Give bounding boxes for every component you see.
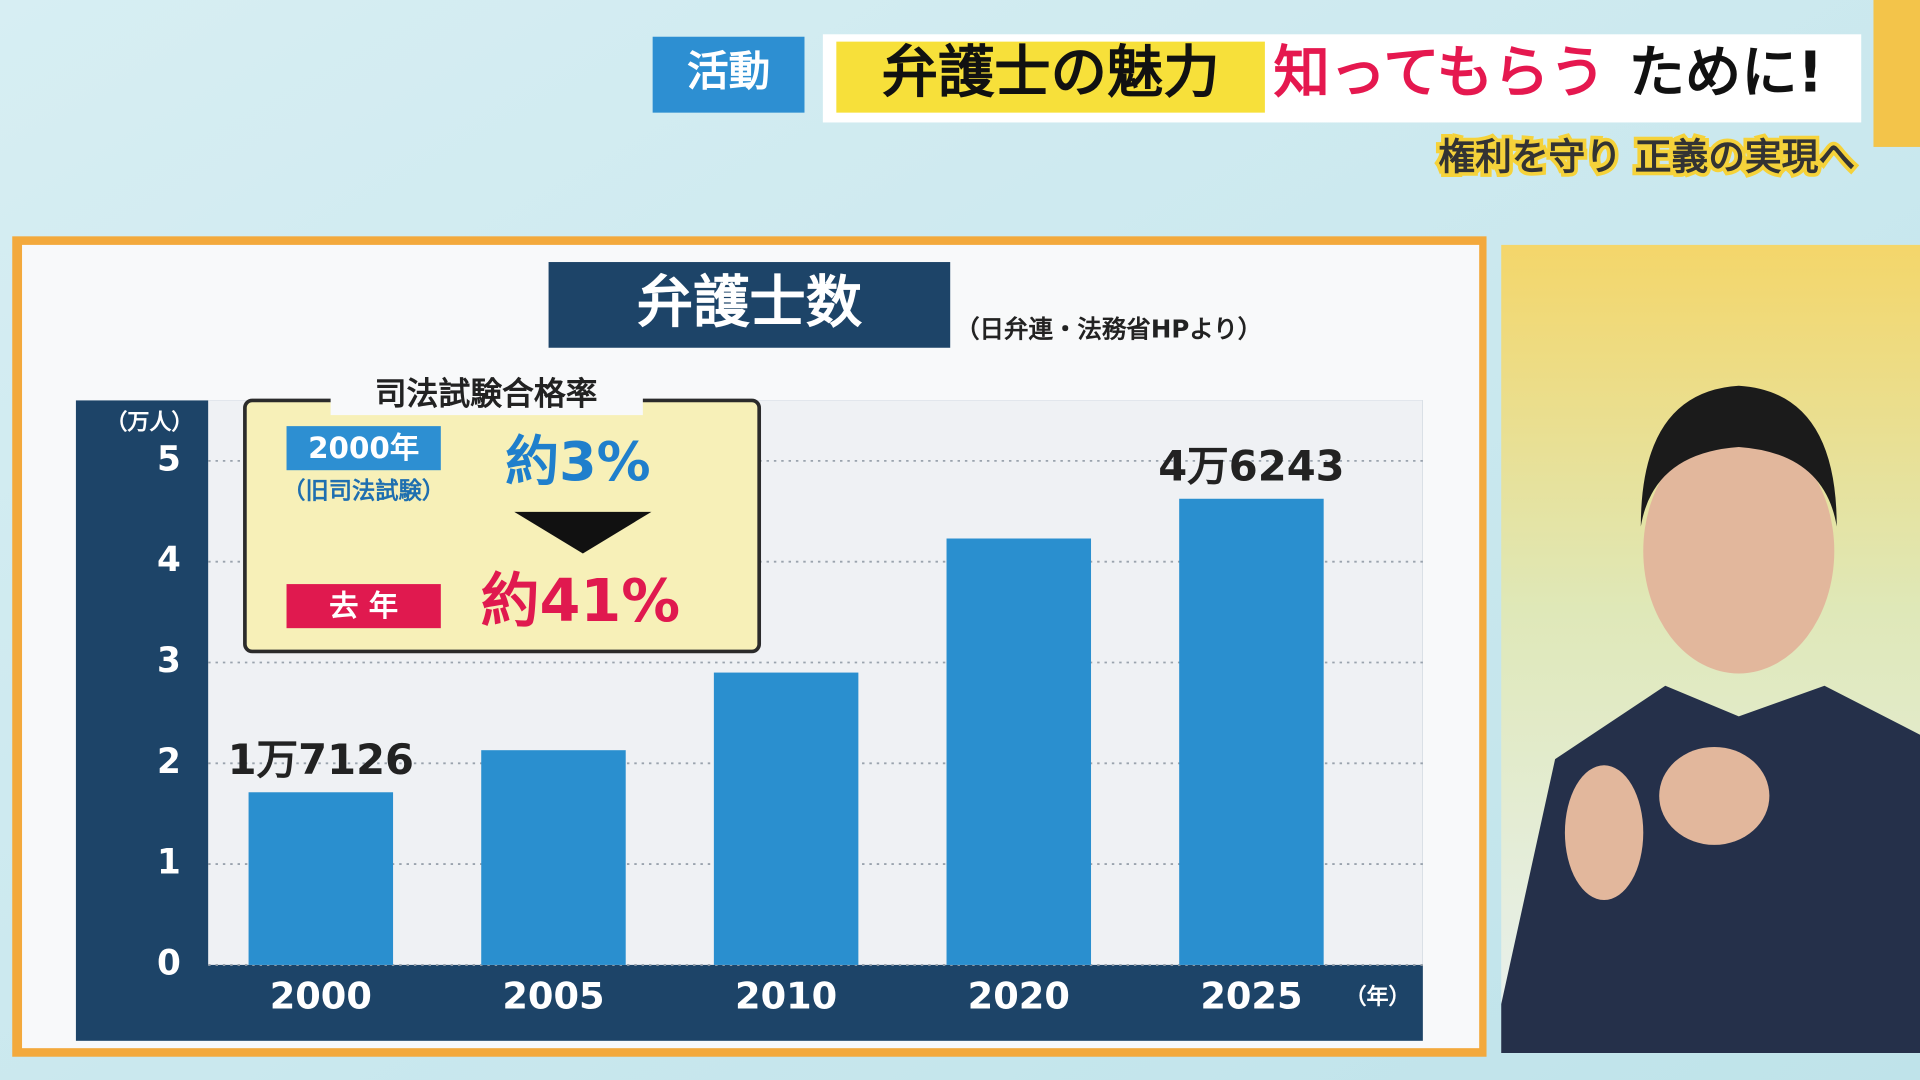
chart-title-box — [548, 262, 951, 348]
label-b: 去 年 — [329, 589, 398, 623]
bar — [481, 750, 626, 965]
y-unit: （万人） — [105, 411, 193, 436]
title-highlight: 弁護士の魅力 — [882, 41, 1220, 106]
title-rest: ために! — [1629, 41, 1824, 106]
label-a: 2000年 — [308, 431, 419, 465]
y-tick-label: 2 — [157, 742, 181, 782]
inset-title-bg — [330, 375, 643, 416]
presenter-face — [1643, 428, 1835, 674]
tag: 活動 — [687, 47, 770, 96]
x-tick-label: 2010 — [735, 974, 837, 1017]
presenter-hair — [1640, 385, 1837, 527]
presenter-hand — [1564, 765, 1644, 900]
x-tick-label: 2005 — [502, 974, 604, 1017]
inset-title: 司法試験合格率 — [375, 375, 598, 413]
bar — [1179, 498, 1324, 965]
bar — [248, 792, 394, 965]
label-a-box — [286, 426, 441, 471]
plot: 0 1 2 3 4 5 2000 1万7126 2005 2010 2020 2025 4万6243 — [157, 439, 1423, 1017]
y-tick-label: 0 — [157, 943, 181, 983]
y-tick-label: 1 — [157, 843, 181, 883]
note-a: （旧司法試験） — [282, 478, 445, 505]
corner-deco — [1873, 0, 1920, 147]
x-unit: （年） — [1344, 984, 1410, 1010]
value-label: 4万6243 — [1158, 441, 1344, 490]
title-red: 知ってもらう — [1273, 41, 1605, 106]
value-a: 約3% — [505, 430, 650, 493]
x-tick-label: 2000 — [270, 974, 372, 1017]
label-b-box — [286, 584, 441, 629]
tag-box — [652, 36, 805, 113]
value-label: 1万7126 — [228, 735, 414, 784]
y-tick-label: 5 — [157, 439, 181, 479]
source: （日弁連・法務省HPより） — [955, 315, 1262, 344]
arrow — [514, 511, 652, 554]
presenter-hand — [1659, 746, 1770, 845]
title-highlight-box — [836, 41, 1265, 113]
y-tick-label: 4 — [157, 540, 181, 580]
bar — [713, 672, 859, 965]
x-tick-label: 2020 — [968, 974, 1070, 1017]
bar — [946, 538, 1092, 965]
subtitle: 権利を守り 正義の実現へ — [1438, 136, 1855, 179]
value-b: 約41% — [481, 566, 680, 635]
chart-title: 弁護士数 — [637, 271, 863, 336]
x-tick-label: 2025 — [1200, 974, 1302, 1017]
y-tick-label: 3 — [157, 641, 181, 681]
